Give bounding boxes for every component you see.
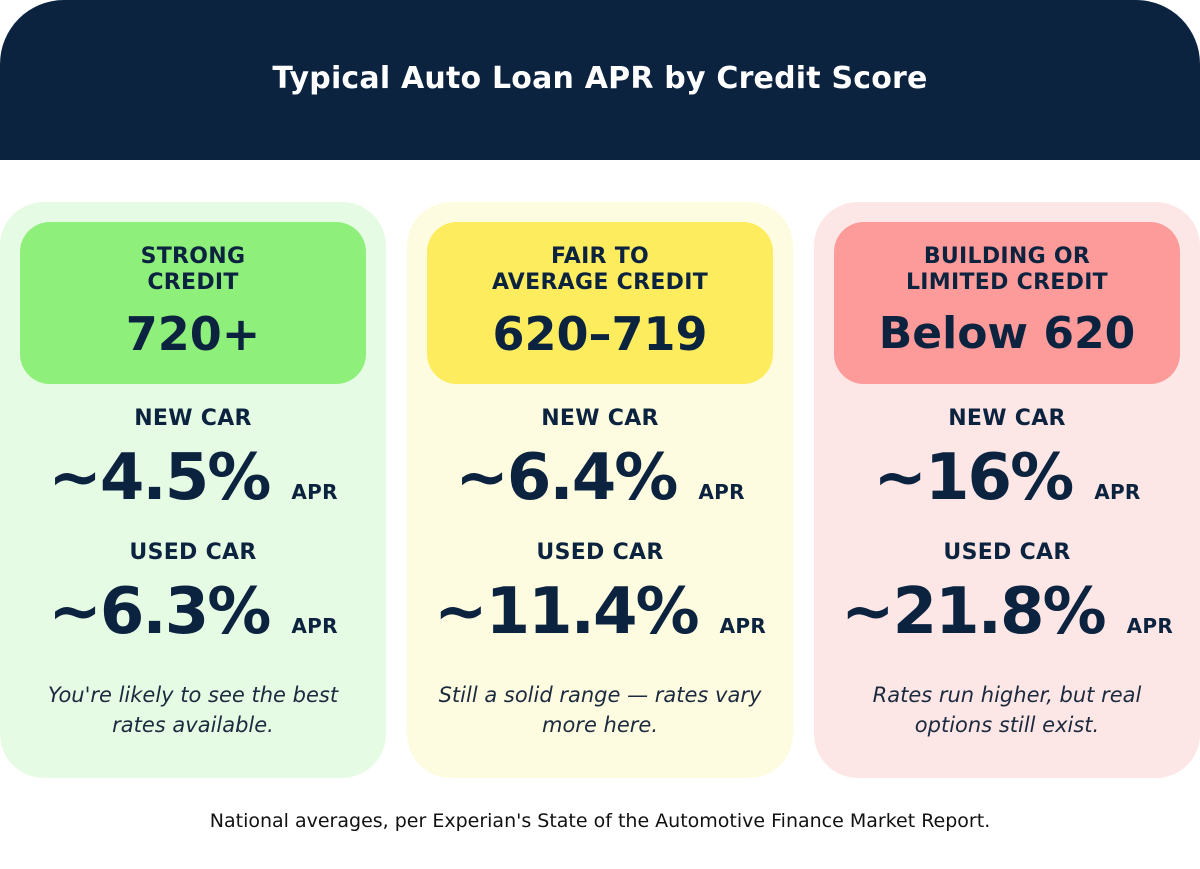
tier-label: BUILDING OR LIMITED CREDIT: [905, 244, 1108, 295]
tier-header: FAIR TO AVERAGE CREDIT 620–719: [427, 222, 773, 384]
new-car-apr-value: ~4.5%: [48, 441, 271, 515]
tier-header: BUILDING OR LIMITED CREDIT Below 620: [834, 222, 1180, 384]
header-banner: Typical Auto Loan APR by Credit Score: [0, 0, 1200, 160]
new-car-apr-value: ~6.4%: [455, 441, 678, 515]
credit-tier-card-fair: FAIR TO AVERAGE CREDIT 620–719 NEW CAR ~…: [407, 202, 793, 778]
used-car-rate: ~6.3% APR: [0, 572, 386, 652]
new-car-label: NEW CAR: [948, 406, 1066, 431]
used-car-label: USED CAR: [129, 540, 257, 565]
tier-note: Still a solid range — rates vary more he…: [438, 683, 762, 737]
used-car-apr-value: ~11.4%: [433, 575, 700, 649]
new-car-rate: ~4.5% APR: [0, 438, 386, 518]
page-title: Typical Auto Loan APR by Credit Score: [272, 60, 928, 96]
tier-score-range: 620–719: [492, 307, 708, 361]
tier-note: You're likely to see the best rates avai…: [47, 683, 339, 737]
source-footnote: National averages, per Experian's State …: [209, 810, 991, 832]
apr-unit: APR: [1126, 614, 1174, 638]
used-car-apr-value: ~6.3%: [48, 575, 271, 649]
apr-unit: APR: [698, 480, 745, 504]
credit-tier-card-strong: STRONG CREDIT 720+ NEW CAR ~4.5% APR USE…: [0, 202, 386, 778]
tier-score-range: Below 620: [878, 308, 1136, 359]
tier-score-range: 720+: [125, 307, 261, 361]
used-car-label: USED CAR: [536, 540, 664, 565]
used-car-rate: ~21.8% APR: [814, 572, 1200, 652]
used-car-rate: ~11.4% APR: [407, 572, 793, 652]
new-car-apr-value: ~16%: [873, 441, 1074, 515]
tier-label: FAIR TO AVERAGE CREDIT: [491, 244, 709, 295]
tier-note: Rates run higher, but real options still…: [872, 683, 1142, 737]
new-car-rate: ~16% APR: [814, 438, 1200, 518]
new-car-label: NEW CAR: [134, 406, 252, 431]
new-car-label: NEW CAR: [541, 406, 659, 431]
apr-unit: APR: [1094, 480, 1141, 504]
apr-unit: APR: [291, 480, 338, 504]
credit-tier-card-building: BUILDING OR LIMITED CREDIT Below 620 NEW…: [814, 202, 1200, 778]
tier-header: STRONG CREDIT 720+: [20, 222, 366, 384]
apr-unit: APR: [719, 614, 767, 638]
used-car-apr-value: ~21.8%: [840, 575, 1107, 649]
tier-label: STRONG CREDIT: [140, 244, 246, 295]
used-car-label: USED CAR: [943, 540, 1071, 565]
new-car-rate: ~6.4% APR: [407, 438, 793, 518]
apr-unit: APR: [291, 614, 338, 638]
